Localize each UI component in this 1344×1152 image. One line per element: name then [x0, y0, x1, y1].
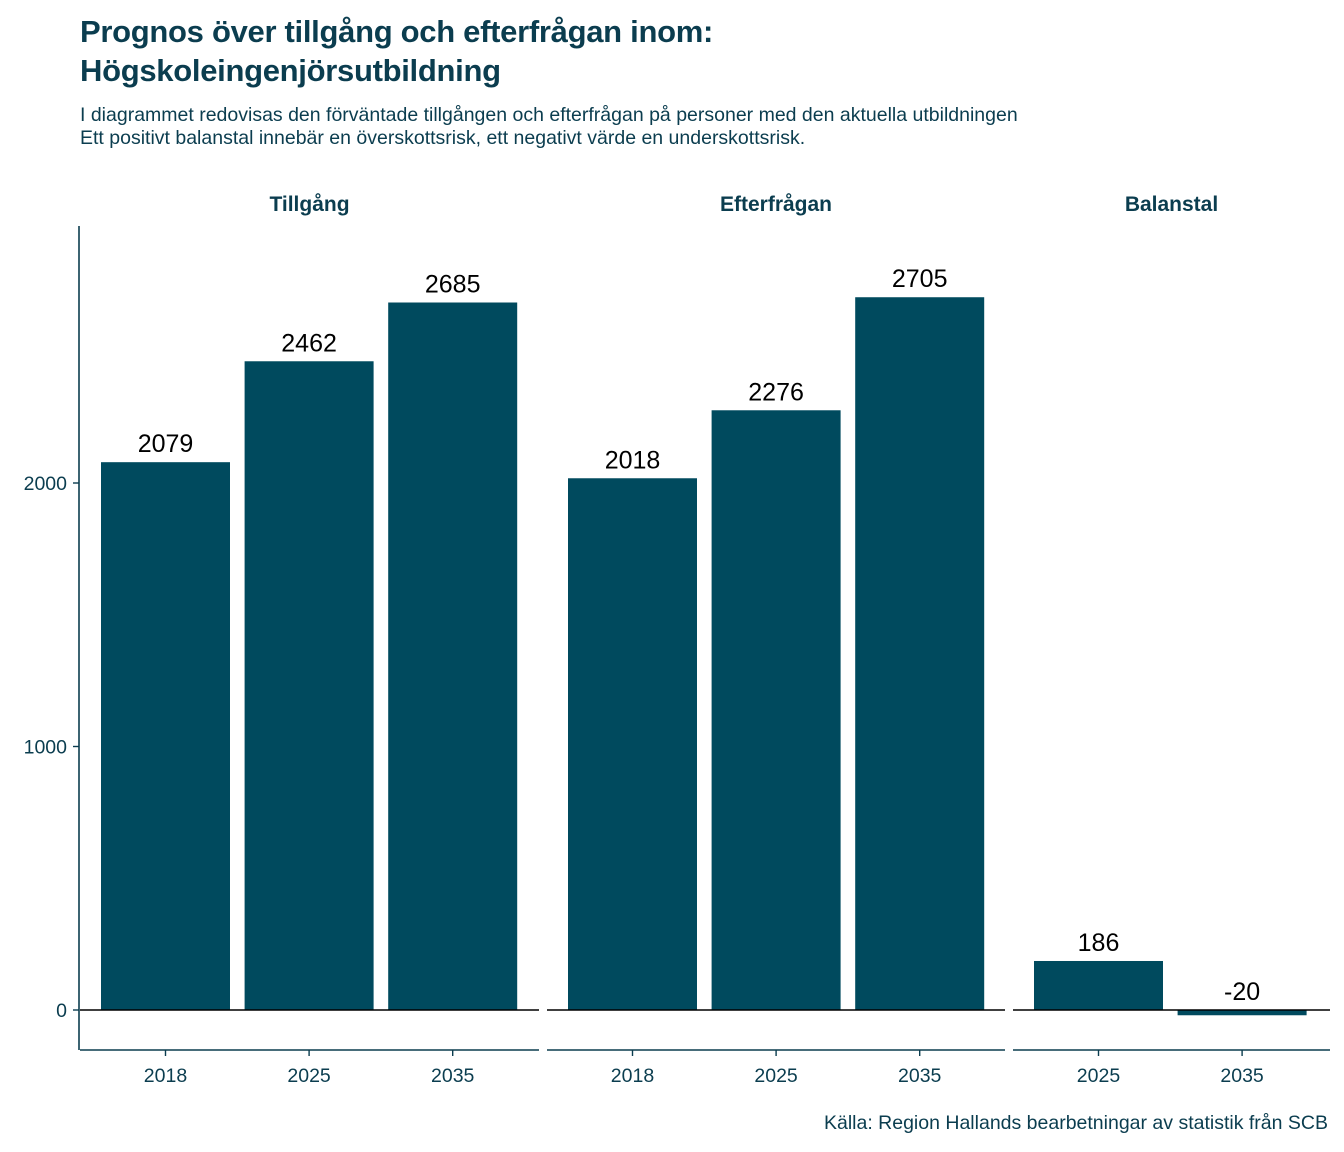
- bar: [1177, 1010, 1307, 1016]
- x-tick-label: 2025: [754, 1065, 798, 1087]
- x-tick-label: 2035: [1220, 1065, 1264, 1087]
- chart-subtitle-line-1: I diagrammet redovisas den förväntade ti…: [80, 104, 1018, 126]
- x-tick-label: 2025: [1077, 1065, 1121, 1087]
- bar: [1034, 960, 1163, 1010]
- x-tick-label: 2025: [287, 1065, 331, 1087]
- bar: [711, 410, 841, 1010]
- chart-subtitle: I diagrammet redovisas den förväntade ti…: [80, 104, 1330, 150]
- x-tick-label: 2018: [611, 1065, 654, 1087]
- bar: [388, 302, 518, 1010]
- x-tick-label: 2018: [144, 1065, 187, 1087]
- facet-label: Efterfrågan: [720, 193, 832, 216]
- bar-value-label: 186: [1078, 929, 1120, 957]
- bar: [101, 462, 230, 1011]
- y-tick-label: 2000: [24, 473, 68, 495]
- bar: [855, 297, 985, 1010]
- bar-value-label: 2462: [281, 329, 337, 357]
- chart-title-line-2: Högskoleingenjörsutbildning: [80, 53, 501, 88]
- bar-value-label: 2705: [892, 265, 948, 293]
- chart-title-line-1: Prognos över tillgång och efterfrågan in…: [80, 14, 713, 49]
- x-tick-label: 2035: [431, 1065, 475, 1087]
- chart-subtitle-line-2: Ett positivt balanstal innebär en översk…: [80, 127, 806, 149]
- x-tick-label: 2035: [898, 1065, 942, 1087]
- bar-value-label: 2018: [605, 446, 661, 474]
- bar-value-label: 2276: [748, 378, 804, 406]
- facet-label: Tillgång: [269, 193, 349, 216]
- chart-title: Prognos över tillgång och efterfrågan in…: [80, 12, 1280, 90]
- bar: [568, 478, 697, 1011]
- bar-value-label: 2685: [425, 271, 481, 299]
- bar-value-label: 2079: [138, 430, 194, 458]
- facet-label: Balanstal: [1125, 193, 1218, 216]
- bar: [244, 361, 374, 1010]
- source-caption: Källa: Region Hallands bearbetningar av …: [823, 1112, 1328, 1134]
- bar-value-label: -20: [1224, 978, 1260, 1006]
- y-tick-label: 1000: [24, 737, 68, 759]
- y-tick-label: 0: [56, 1000, 67, 1022]
